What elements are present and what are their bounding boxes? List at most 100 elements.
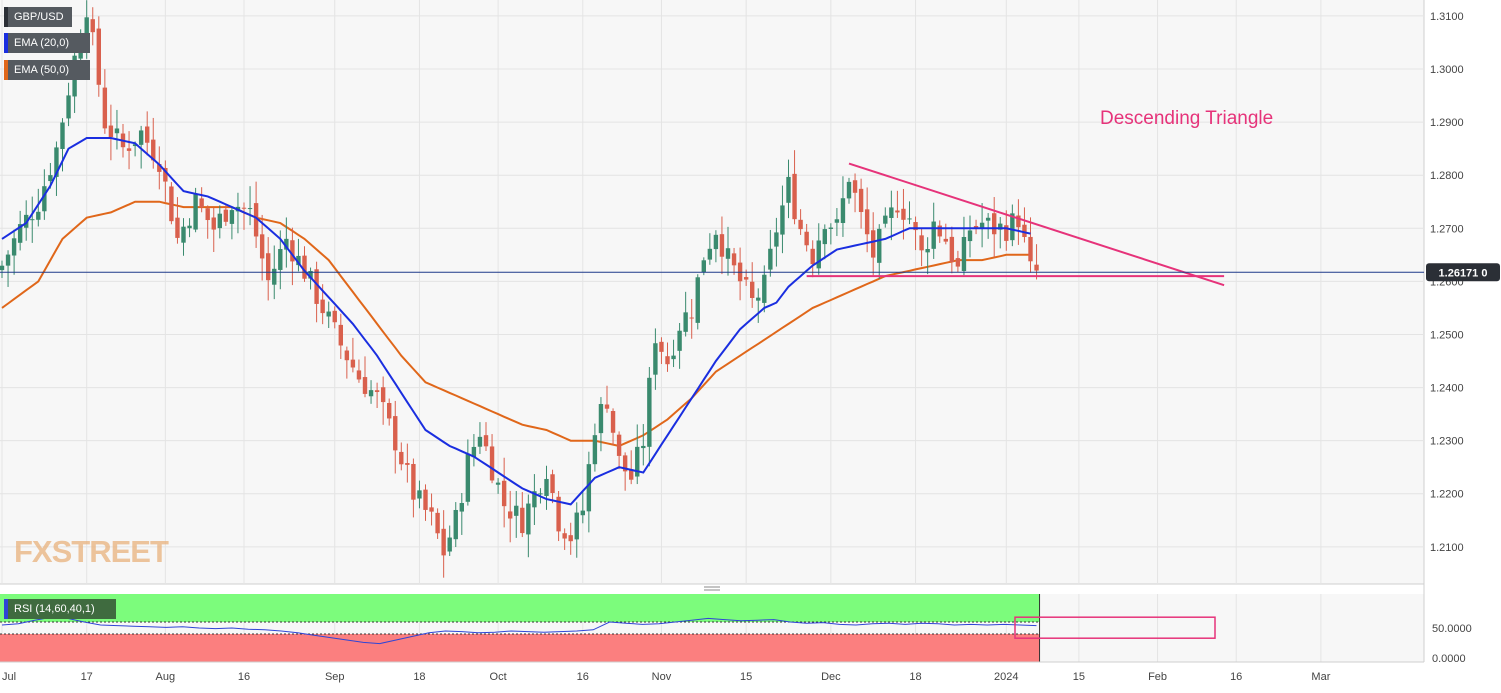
candle-body xyxy=(11,238,17,256)
candle xyxy=(677,322,682,369)
legend-ema50-swatch xyxy=(4,60,8,80)
candle xyxy=(0,260,5,278)
legend-instrument-label: GBP/USD xyxy=(14,11,64,23)
candle xyxy=(852,173,858,213)
candle xyxy=(526,494,531,558)
candle-body xyxy=(780,205,785,235)
candle xyxy=(217,205,222,239)
candle-body xyxy=(253,203,259,237)
candle xyxy=(810,240,815,278)
candle xyxy=(550,469,555,504)
candle-body xyxy=(901,208,906,220)
candle xyxy=(913,216,918,251)
candle-body xyxy=(998,223,1003,230)
candle-body xyxy=(629,469,634,480)
candle-body xyxy=(405,463,410,465)
candle xyxy=(871,212,876,276)
candle-body xyxy=(157,164,162,172)
current-price-label: 1.26171 0 xyxy=(1439,267,1488,279)
price-tick-label: 1.2400 xyxy=(1430,383,1464,395)
candle xyxy=(780,185,785,254)
candle xyxy=(66,82,71,127)
legend-ema50[interactable]: EMA (50,0) xyxy=(4,60,90,80)
candle-body xyxy=(913,222,918,231)
rsi-oversold-zone xyxy=(0,634,1040,662)
candle xyxy=(635,424,640,485)
candle xyxy=(895,190,900,218)
candle xyxy=(762,265,767,313)
candle xyxy=(114,109,120,150)
candle xyxy=(556,491,561,542)
candle-body xyxy=(114,128,120,134)
candle xyxy=(54,141,59,196)
candle-body xyxy=(501,480,507,507)
pane-resize-handle[interactable] xyxy=(704,586,720,591)
legend-rsi-label: RSI (14,60,40,1) xyxy=(14,603,95,615)
legend-ema20[interactable]: EMA (20,0) xyxy=(4,33,90,53)
candle-body xyxy=(380,387,386,403)
candle-body xyxy=(453,509,458,540)
candle-body xyxy=(423,489,428,510)
candle-body xyxy=(883,215,888,224)
gridlines xyxy=(0,0,1424,662)
candle-body xyxy=(266,253,271,281)
candle-body xyxy=(659,341,664,352)
candle-body xyxy=(126,148,132,151)
candle-body xyxy=(495,482,501,485)
candle xyxy=(713,230,719,263)
current-price-tag xyxy=(1426,263,1500,282)
candle-body xyxy=(653,343,658,375)
candle xyxy=(792,150,797,225)
candle-body xyxy=(54,147,59,177)
candle xyxy=(979,203,985,248)
candle xyxy=(653,328,658,390)
candle-body xyxy=(441,528,446,556)
candle-body xyxy=(489,446,495,481)
candle-body xyxy=(985,217,991,221)
time-tick-label: 2024 xyxy=(994,671,1018,683)
rsi-line xyxy=(1,616,1037,645)
candle-body xyxy=(864,209,870,235)
candle-body xyxy=(822,229,827,245)
candle-body xyxy=(429,507,434,512)
candle-body xyxy=(1010,213,1015,241)
candle xyxy=(671,339,676,368)
candle xyxy=(181,218,186,256)
time-tick-label: 16 xyxy=(238,671,250,683)
candle xyxy=(145,111,150,156)
candle-body xyxy=(417,490,422,499)
candle xyxy=(253,181,259,248)
candle-body xyxy=(459,503,464,512)
legend-rsi[interactable]: RSI (14,60,40,1) xyxy=(4,599,116,619)
candle-body xyxy=(943,238,948,242)
time-tick-label: 16 xyxy=(577,671,589,683)
legend-instrument-swatch xyxy=(4,7,8,27)
candle xyxy=(314,261,319,323)
legend-instrument[interactable]: GBP/USD xyxy=(4,7,72,27)
candle xyxy=(973,219,979,235)
candle-body xyxy=(60,122,65,149)
candle xyxy=(417,480,422,509)
candle-body xyxy=(326,311,331,317)
candle xyxy=(592,423,598,472)
candle-body xyxy=(967,230,973,242)
candle xyxy=(229,206,235,240)
candle-body xyxy=(877,228,882,263)
candle-body xyxy=(604,404,610,409)
candle-body xyxy=(344,350,350,361)
candle-body xyxy=(538,493,543,495)
candle xyxy=(985,213,991,239)
candle xyxy=(750,262,755,308)
candle xyxy=(501,457,507,528)
candle-body xyxy=(979,222,985,229)
candle-body xyxy=(1004,225,1009,241)
candle xyxy=(659,337,664,365)
candle-body xyxy=(750,281,755,298)
candle-body xyxy=(834,219,840,223)
candle xyxy=(259,214,265,281)
candle-body xyxy=(592,435,598,465)
price-tick-label: 1.2800 xyxy=(1430,170,1464,182)
candle-body xyxy=(616,434,622,456)
